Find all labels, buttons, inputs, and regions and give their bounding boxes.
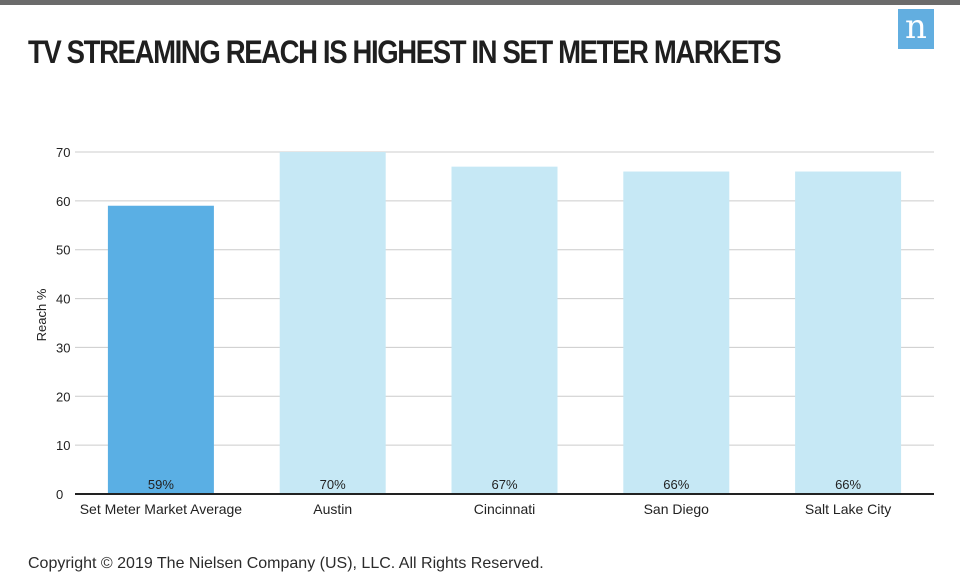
category-label: San Diego [644,501,710,517]
data-label: 70% [320,477,346,492]
data-label: 59% [148,477,174,492]
data-label: 66% [835,477,861,492]
category-labels: Set Meter Market Average Austin Cincinnati… [80,501,892,517]
bars [107,152,902,495]
y-tick-label: 20 [56,389,70,404]
y-tick-label: 0 [56,487,63,502]
bar-0 [107,205,214,494]
bar-2 [451,166,558,494]
copyright-notice: Copyright © 2019 The Nielsen Company (US… [28,555,544,572]
top-rule [0,0,960,5]
y-tick-label: 30 [56,340,70,355]
nielsen-logo-icon: n [898,9,934,49]
y-tick-label: 40 [56,292,70,307]
bar-chart: 0 10 20 30 40 50 60 70 59% 70% 67% 66% 66% Set Mete… [34,145,934,517]
y-tick-label: 10 [56,438,70,453]
y-axis-title: Reach % [34,288,49,341]
chart-title: TV STREAMING REACH IS HIGHEST IN SET MET… [28,34,782,70]
category-label: Cincinnati [474,501,535,517]
category-label: Set Meter Market Average [80,501,243,517]
category-label: Salt Lake City [805,501,891,517]
data-label: 67% [491,477,517,492]
y-tick-label: 60 [56,194,70,209]
data-labels: 59% 70% 67% 66% 66% [148,477,862,492]
y-tick-label: 50 [56,243,70,258]
bar-3 [623,171,730,495]
bar-1 [279,152,386,494]
y-tick-label: 70 [56,145,70,160]
bar-4 [795,171,902,495]
data-label: 66% [663,477,689,492]
y-axis-ticks: 0 10 20 30 40 50 60 70 [56,145,70,502]
category-label: Austin [313,501,352,517]
